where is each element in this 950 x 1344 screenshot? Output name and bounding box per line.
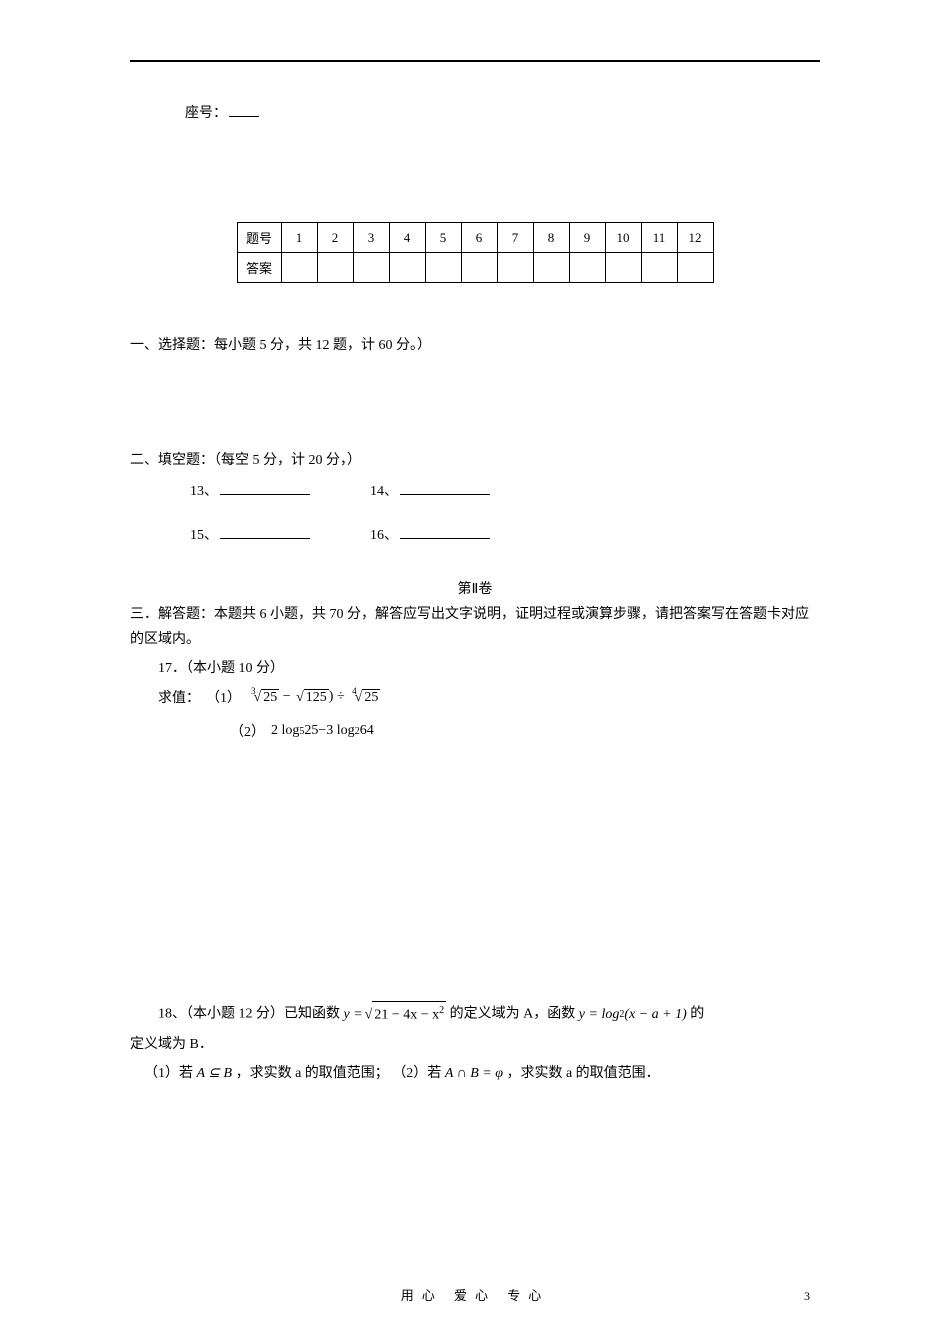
q18-line1: 18、（本小题 12 分）已知函数 y = √21 − 4x − x2 的定义域… <box>158 1001 820 1028</box>
section-2: 二、填空题：（每空 5 分，计 20 分，） 13、 14、 15、 16、 <box>130 448 820 548</box>
part-2-title: 第Ⅱ卷 <box>130 578 820 598</box>
q17-part2-label: （2） <box>230 721 265 741</box>
fill-item-13: 13、 <box>190 479 310 504</box>
fill-row-1: 13、 14、 <box>190 479 820 504</box>
col-3: 3 <box>353 223 389 253</box>
q18-mid1: 的定义域为 A，函数 <box>450 1007 579 1022</box>
q18-sub2-label: （2）若 <box>392 1066 445 1081</box>
section-2-title: 二、填空题：（每空 5 分，计 20 分，） <box>130 448 820 473</box>
q18-sub1-label: （1）若 <box>144 1066 197 1081</box>
top-rule <box>130 60 820 62</box>
fill-blank-15 <box>220 538 310 539</box>
seat-blank <box>229 116 259 117</box>
ans-11 <box>641 253 677 283</box>
table-row-answer: 答案 <box>237 253 713 283</box>
q17-part1-label: （1） <box>206 687 241 707</box>
ans-4 <box>389 253 425 283</box>
col-11: 11 <box>641 223 677 253</box>
table-row-header: 题号 1 2 3 4 5 6 7 8 9 10 11 12 <box>237 223 713 253</box>
q18-sub1-math: A ⊆ B <box>197 1066 233 1081</box>
seat-label: 座号： <box>185 102 227 122</box>
q18-tail: 的 <box>690 1007 704 1022</box>
fill-label-15: 15、 <box>190 523 218 548</box>
col-12: 12 <box>677 223 713 253</box>
q17-part2: （2） 2 log5 25 − 3 log2 64 <box>230 721 820 741</box>
q17-part2-math: 2 log5 25 − 3 log2 64 <box>271 723 374 739</box>
q18-lead: 18、（本小题 12 分）已知函数 <box>158 1007 340 1022</box>
ans-5 <box>425 253 461 283</box>
fill-blank-16 <box>400 538 490 539</box>
ans-3 <box>353 253 389 283</box>
ans-1 <box>281 253 317 283</box>
fill-item-15: 15、 <box>190 523 310 548</box>
q18-func1: y = √21 − 4x − x2 <box>344 1001 447 1028</box>
section-3-intro: 三．解答题：本题共 6 小题，共 70 分，解答应写出文字说明，证明过程或演算步… <box>130 602 820 652</box>
ans-6 <box>461 253 497 283</box>
ans-10 <box>605 253 641 283</box>
fill-blank-14 <box>400 494 490 495</box>
q18-line2: 定义域为 B． <box>130 1032 820 1057</box>
row-header-answer: 答案 <box>237 253 281 283</box>
col-1: 1 <box>281 223 317 253</box>
ans-9 <box>569 253 605 283</box>
col-7: 7 <box>497 223 533 253</box>
q18-func2: y = log2(x − a + 1) <box>579 1002 687 1027</box>
answer-table: 题号 1 2 3 4 5 6 7 8 9 10 11 12 答案 <box>237 222 714 283</box>
col-9: 9 <box>569 223 605 253</box>
fill-row-2: 15、 16、 <box>190 523 820 548</box>
fill-item-16: 16、 <box>370 523 490 548</box>
col-8: 8 <box>533 223 569 253</box>
fill-label-14: 14、 <box>370 479 398 504</box>
col-6: 6 <box>461 223 497 253</box>
ans-8 <box>533 253 569 283</box>
seat-number-line: 座号： <box>185 102 820 122</box>
ans-7 <box>497 253 533 283</box>
fill-label-13: 13、 <box>190 479 218 504</box>
fill-item-14: 14、 <box>370 479 490 504</box>
q17-part1: 求值： （1） 3 √25 − √125 ) ÷ 4 √25 <box>158 687 820 707</box>
ans-2 <box>317 253 353 283</box>
q18-sub1-tail: ，求实数 a 的取值范围； <box>236 1066 389 1081</box>
q18: 18、（本小题 12 分）已知函数 y = √21 − 4x − x2 的定义域… <box>130 1001 820 1086</box>
col-4: 4 <box>389 223 425 253</box>
q17-part1-math: 3 √25 − √125 ) ÷ 4 √25 <box>247 689 380 706</box>
q18-subs: （1）若 A ⊆ B ，求实数 a 的取值范围； （2）若 A ∩ B = φ … <box>144 1061 820 1086</box>
col-5: 5 <box>425 223 461 253</box>
q18-sub2-tail: ，求实数 a 的取值范围． <box>506 1066 659 1081</box>
fill-label-16: 16、 <box>370 523 398 548</box>
col-10: 10 <box>605 223 641 253</box>
q17-title: 17．（本小题 10 分） <box>158 656 820 681</box>
fill-blank-13 <box>220 494 310 495</box>
row-header-question: 题号 <box>237 223 281 253</box>
page-number: 3 <box>804 1289 810 1304</box>
col-2: 2 <box>317 223 353 253</box>
q17-prompt: 求值： <box>158 687 200 707</box>
section-1-title: 一、选择题：每小题 5 分，共 12 题，计 60 分。） <box>130 333 820 358</box>
q18-sub2-math: A ∩ B = φ <box>445 1066 503 1081</box>
ans-12 <box>677 253 713 283</box>
